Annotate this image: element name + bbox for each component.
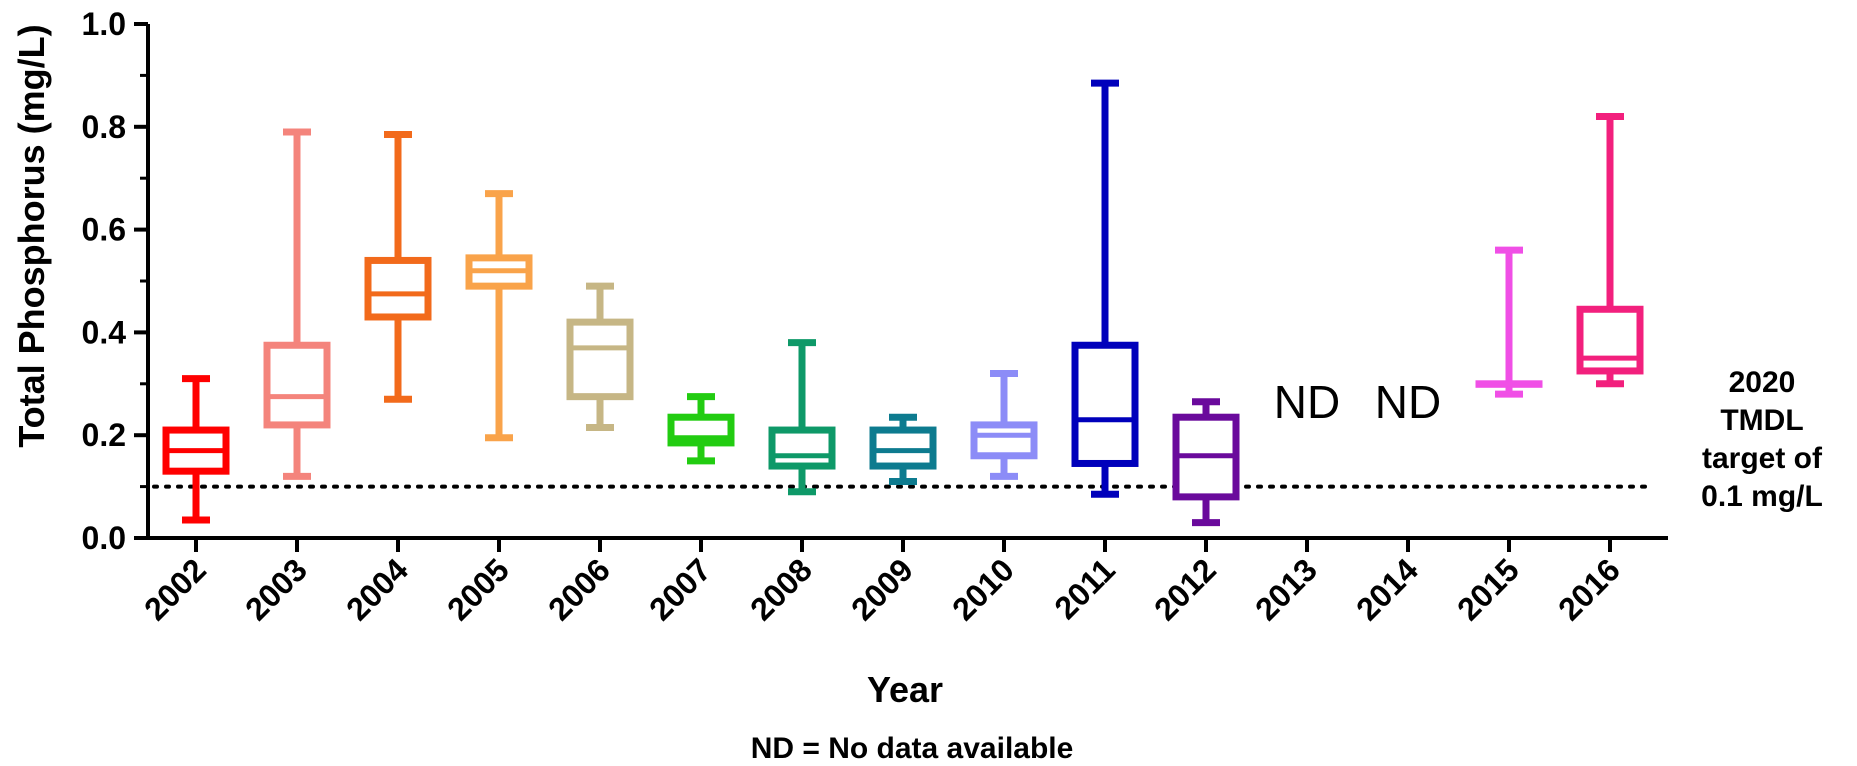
nd-label-2013: ND <box>1274 376 1340 428</box>
iqr-box <box>869 426 937 470</box>
box-2006 <box>566 282 634 431</box>
x-tick-label: 2007 <box>642 551 718 627</box>
x-tick-label: 2003 <box>238 551 314 627</box>
x-tick-label: 2004 <box>339 551 415 627</box>
x-tick-label: 2009 <box>844 551 920 627</box>
y-tick-label: 0.2 <box>82 417 126 453</box>
box-2015 <box>1475 246 1543 398</box>
x-tick-label: 2012 <box>1147 551 1223 627</box>
box-2010 <box>970 370 1038 480</box>
box-2012 <box>1172 398 1240 527</box>
x-tick-label: 2005 <box>440 551 516 627</box>
y-tick-label: 0.8 <box>82 109 126 145</box>
box-2011 <box>1071 79 1139 498</box>
x-tick-label: 2015 <box>1450 551 1526 627</box>
iqr-box <box>1576 305 1644 375</box>
iqr-box <box>566 318 634 401</box>
box-2004 <box>364 131 432 403</box>
boxes-layer <box>162 79 1644 527</box>
x-tick-label: 2010 <box>945 551 1021 627</box>
box-2003 <box>263 128 331 480</box>
x-tick-label: 2006 <box>541 551 617 627</box>
x-tick-label: 2014 <box>1349 551 1425 627</box>
x-tick-label: 2008 <box>743 551 819 627</box>
box-2005 <box>465 190 533 442</box>
x-tick-label: 2002 <box>137 551 213 627</box>
tmdl-target-label: 2020 <box>1729 366 1796 399</box>
box-2009 <box>869 413 937 485</box>
y-tick-label: 0.6 <box>82 212 126 248</box>
nd-label-2014: ND <box>1375 376 1441 428</box>
iqr-box <box>364 256 432 321</box>
box-2002 <box>162 375 230 524</box>
x-tick-label: 2013 <box>1248 551 1324 627</box>
tmdl-target-label: 0.1 mg/L <box>1701 480 1823 513</box>
tmdl-target-label: TMDL <box>1720 404 1803 437</box>
box-2007 <box>667 393 735 465</box>
y-tick-label: 0.0 <box>82 520 126 556</box>
x-tick-label: 2016 <box>1551 551 1627 627</box>
x-axis-title: Year <box>867 669 943 710</box>
iqr-box <box>768 426 836 470</box>
iqr-box <box>1071 341 1139 467</box>
iqr-box <box>263 341 331 429</box>
x-tick-label: 2011 <box>1047 551 1122 626</box>
y-tick-label: 0.4 <box>82 314 127 350</box>
tmdl-target-label: target of <box>1702 442 1823 475</box>
box-2008 <box>768 339 836 496</box>
iqr-box <box>970 421 1038 460</box>
axes-layer <box>134 22 1668 552</box>
y-tick-label: 1.0 <box>82 6 126 42</box>
box-2016 <box>1576 113 1644 388</box>
footnote: ND = No data available <box>751 732 1074 765</box>
y-axis-title: Total Phosphorus (mg/L) <box>11 24 52 447</box>
